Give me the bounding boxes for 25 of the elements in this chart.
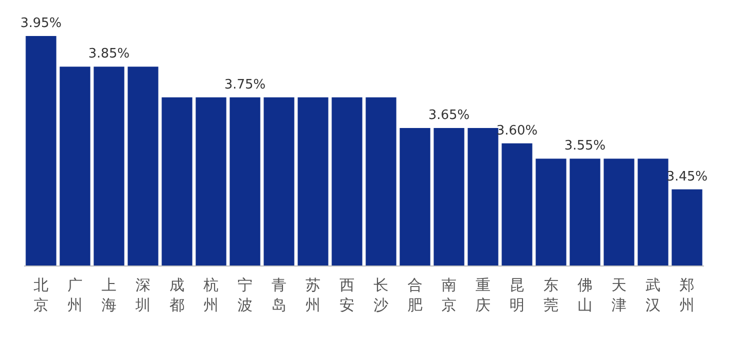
- x-tick-label: 北京: [34, 276, 48, 314]
- x-tick-label: 长沙: [374, 276, 388, 314]
- x-tick-label: 郑州: [680, 276, 694, 314]
- x-tick-label: 青岛: [272, 276, 286, 314]
- x-tick-label: 西安: [340, 276, 354, 314]
- x-tick-label: 天津: [612, 276, 626, 314]
- data-label: 3.65%: [428, 108, 470, 123]
- x-tick-label: 上海: [102, 276, 116, 314]
- x-tick-label: 宁波: [238, 276, 252, 314]
- data-label: 3.55%: [564, 138, 606, 154]
- x-tick-label: 成都: [170, 276, 184, 314]
- x-tick-label: 杭州: [202, 276, 218, 314]
- x-tick-label: 佛山: [578, 276, 592, 314]
- x-tick-label: 合肥: [408, 276, 422, 314]
- x-tick-label: 昆明: [510, 276, 524, 314]
- x-tick-label: 深圳: [134, 276, 150, 314]
- x-tick-label: 苏州: [306, 276, 320, 314]
- x-tick-label: 东莞: [544, 276, 558, 314]
- data-label: 3.85%: [88, 46, 130, 62]
- x-tick-label: 广州: [68, 276, 82, 314]
- x-tick-label: 南京: [442, 276, 456, 314]
- x-tick-label: 武汉: [646, 276, 660, 314]
- data-label: 3.95%: [20, 16, 62, 31]
- x-tick-label: 重庆: [476, 276, 490, 314]
- data-label: 3.75%: [224, 77, 266, 92]
